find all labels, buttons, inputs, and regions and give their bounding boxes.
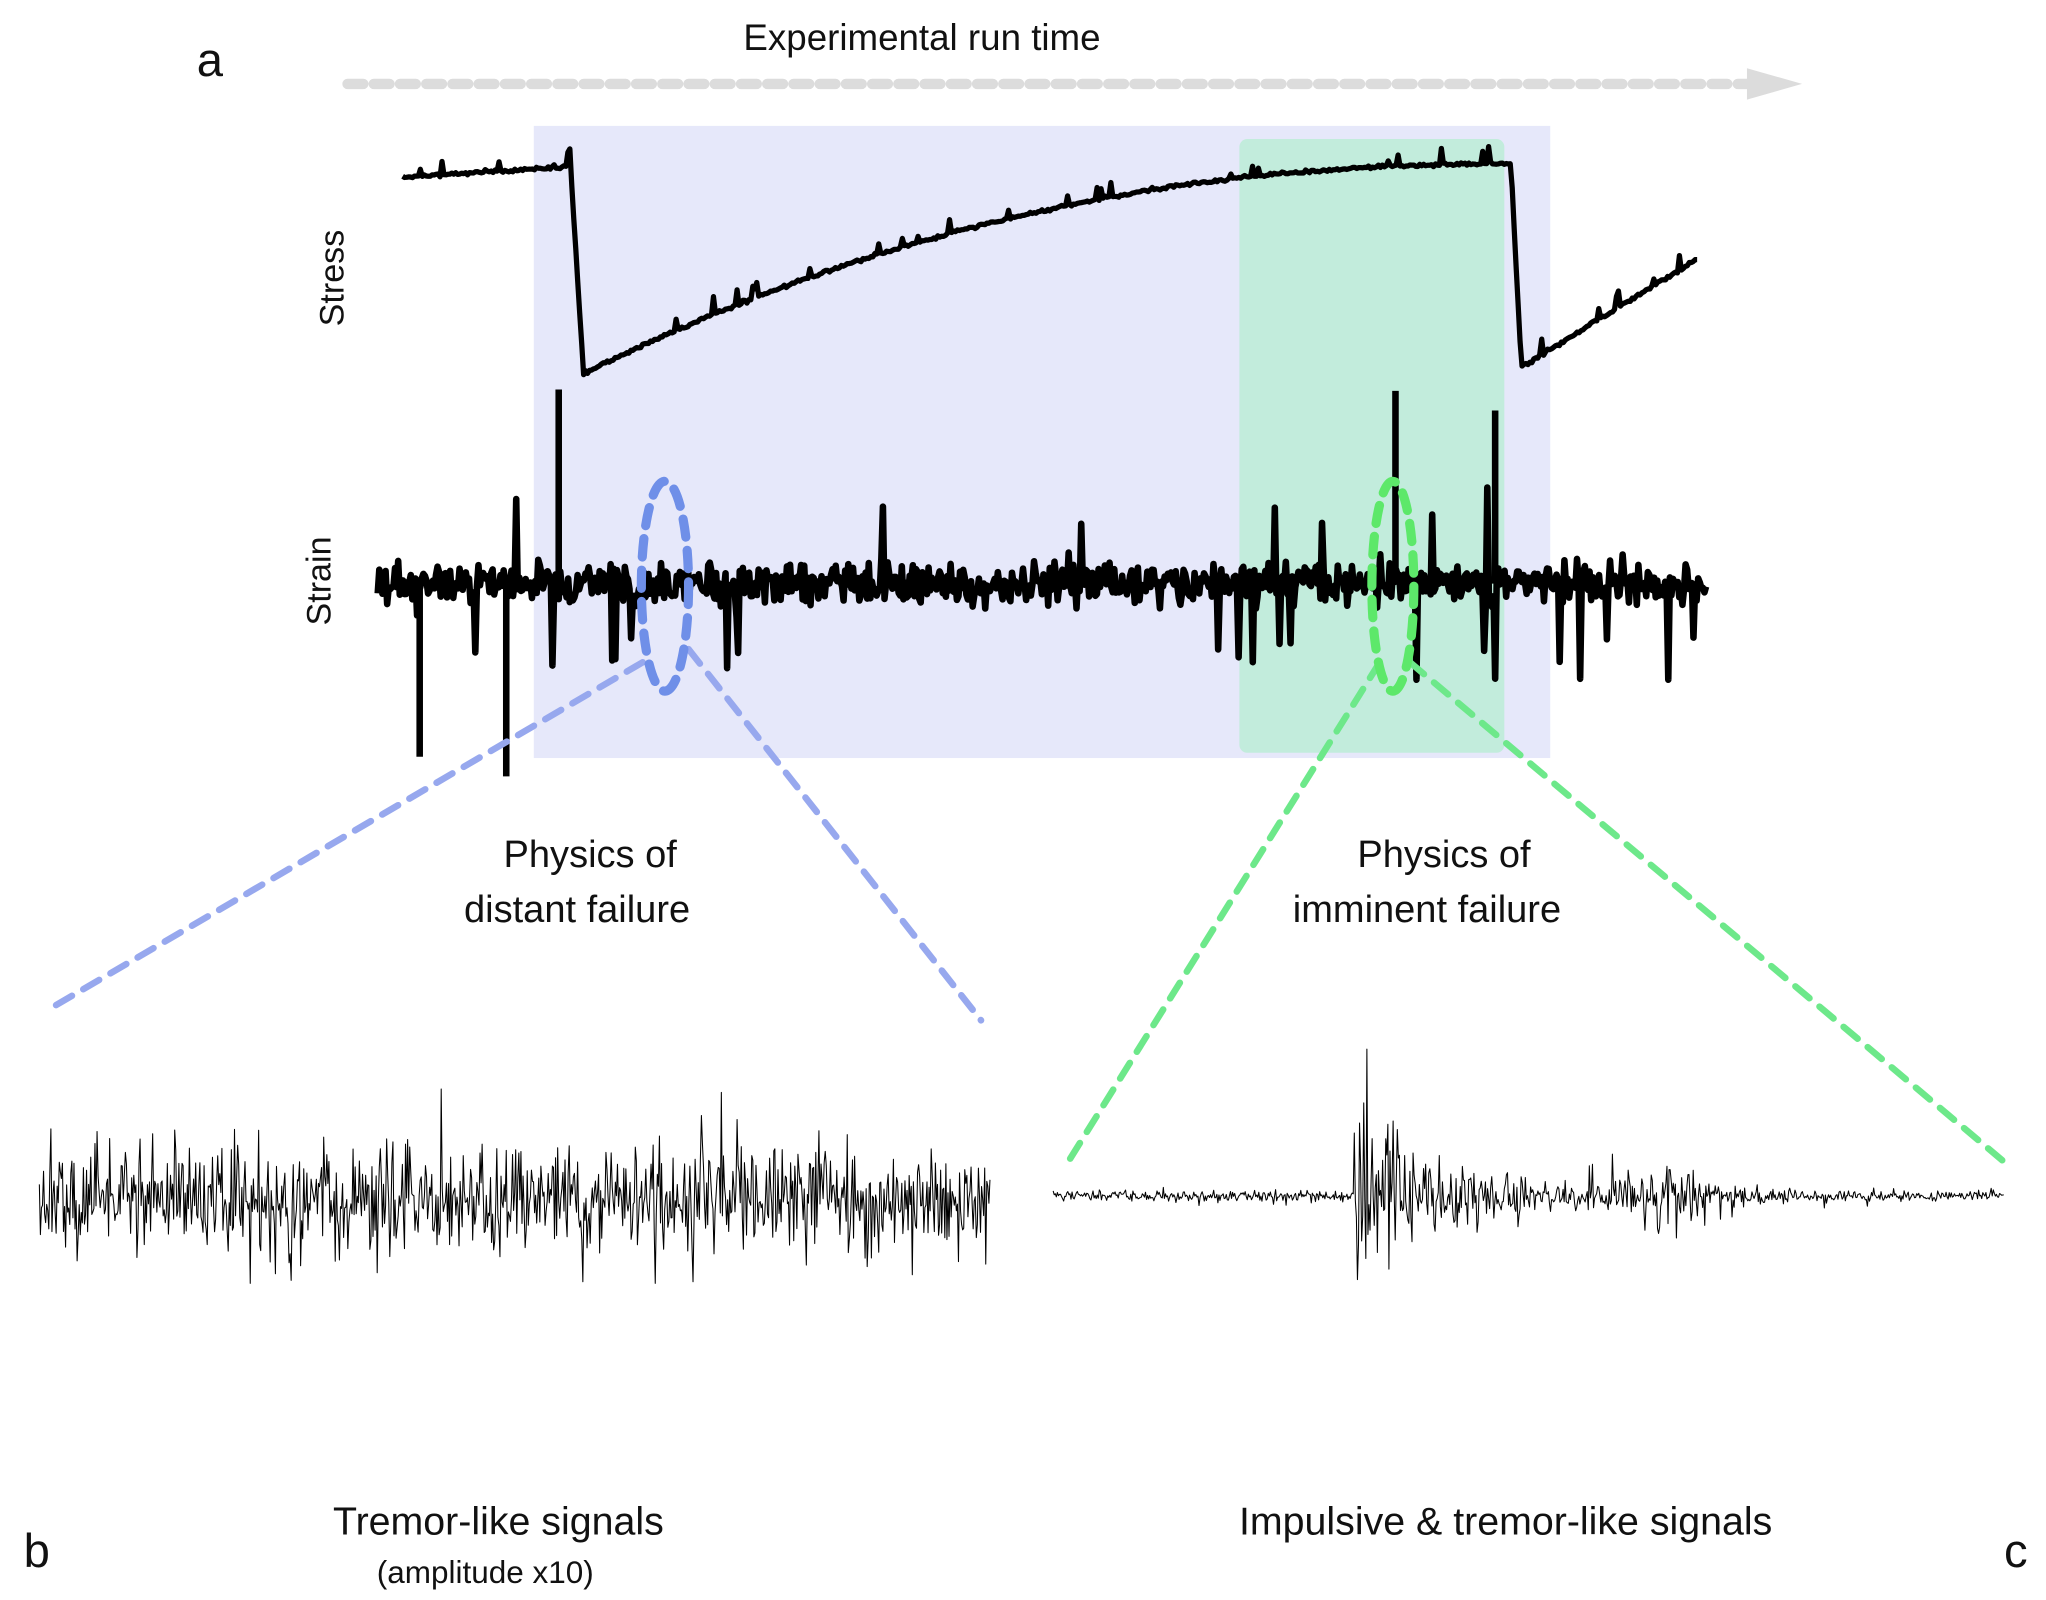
zoom-lines [49,476,2006,1164]
time-arrow-head [1746,68,1803,100]
zoom-line [49,659,646,1011]
distant-window [636,476,694,696]
stress-label: Stress [314,230,352,327]
arrow-label: Experimental run time [743,17,1100,58]
panel-label: b [24,1525,50,1578]
impulsive-signal [1052,1048,2004,1281]
stress-curve [401,144,1698,378]
caption: Impulsive & tremor-like signals [1239,1499,1772,1543]
caption-note: (amplitude x10) [377,1555,594,1590]
tremor-signal [38,1088,991,1284]
caption: Tremor-like signals [333,1499,664,1543]
zoom-line [685,645,985,1024]
annotation: distant failure [464,889,690,931]
strain-label: Strain [301,536,339,625]
annotation: Physics of [1357,834,1531,876]
annotation: Physics of [504,834,678,876]
panel-label: c [2004,1525,2028,1578]
zoom-line [1065,659,1384,1164]
imminent-window [1367,476,1419,696]
annotation: imminent failure [1293,889,1561,931]
imminent-region [1239,139,1505,753]
zoom-line [1406,659,2006,1164]
panel-label: a [197,34,224,87]
signals [38,144,2004,1284]
strain-curve [374,389,1710,777]
